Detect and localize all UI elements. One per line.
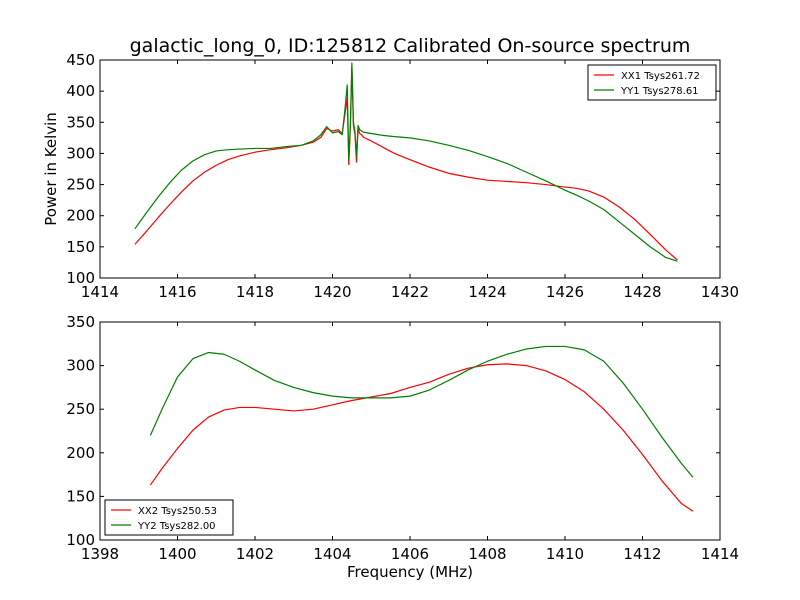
bottom-x-tick-label: 1402 (236, 545, 274, 563)
top-x-tick-label: 1418 (236, 283, 274, 301)
bottom-y-tick-label: 100 (66, 531, 95, 549)
top-y-tick-label: 300 (66, 144, 95, 162)
bottom-x-tick-label: 1412 (623, 545, 661, 563)
top-y-tick-label: 100 (66, 269, 95, 287)
bottom-x-tick-label: 1408 (468, 545, 506, 563)
top-legend-label-1: XX1 Tsys261.72 (621, 71, 700, 82)
bottom-legend: XX2 Tsys250.53 YY2 Tsys282.00 (104, 499, 234, 536)
bottom-series-line-2 (149, 345, 694, 478)
top-y-tick-label: 200 (66, 207, 95, 225)
top-x-tick-label: 1414 (81, 283, 119, 301)
top-x-tick-label: 1426 (546, 283, 584, 301)
top-series-line-2 (134, 62, 678, 262)
top-y-axis-label: Power in Kelvin (42, 112, 60, 226)
top-x-tick-label: 1428 (623, 283, 661, 301)
top-y-tick-label: 250 (66, 176, 95, 194)
top-y-tick-label: 350 (66, 113, 95, 131)
bottom-x-tick-label: 1414 (701, 545, 739, 563)
top-chart-title: galactic_long_0, ID:125812 Calibrated On… (130, 35, 691, 57)
bottom-y-tick-label: 150 (66, 487, 95, 505)
top-legend-label-2: YY1 Tsys278.61 (620, 86, 699, 97)
top-y-tick-label: 450 (66, 51, 95, 69)
bottom-x-tick-label: 1406 (391, 545, 429, 563)
bottom-y-tick-label: 300 (66, 357, 95, 375)
top-spectrum-panel: 1414 1416 1418 1420 1422 1424 1426 1428 1430 100 1… (42, 35, 739, 301)
top-x-tick-label: 1416 (158, 283, 196, 301)
top-x-tick-label: 1420 (313, 283, 351, 301)
bottom-x-tick-label: 1400 (158, 545, 196, 563)
top-y-tick-label: 150 (66, 238, 95, 256)
bottom-legend-label-2: YY2 Tsys282.00 (137, 521, 216, 532)
bottom-y-tick-label: 200 (66, 444, 95, 462)
bottom-legend-label-1: XX2 Tsys250.53 (138, 506, 217, 517)
top-x-tick-label: 1422 (391, 283, 429, 301)
bottom-y-tick-label: 250 (66, 400, 95, 418)
bottom-series-line-1 (149, 363, 694, 512)
bottom-spectrum-panel: 1398 1400 1402 1404 1406 1408 1410 1412 1414 100 1… (66, 313, 739, 581)
bottom-x-tick-label: 1410 (546, 545, 584, 563)
bottom-x-tick-label: 1404 (313, 545, 351, 563)
bottom-legend-box (104, 499, 234, 536)
top-x-tick-label: 1424 (468, 283, 506, 301)
bottom-x-axis-label: Frequency (MHz) (347, 563, 473, 581)
top-y-tick-label: 400 (66, 82, 95, 100)
top-x-tick-label: 1430 (701, 283, 739, 301)
bottom-y-tick-label: 350 (66, 313, 95, 331)
top-legend: XX1 Tsys261.72 YY1 Tsys278.61 (587, 64, 717, 101)
bottom-x-tick-label: 1398 (81, 545, 119, 563)
top-legend-box (587, 64, 717, 101)
